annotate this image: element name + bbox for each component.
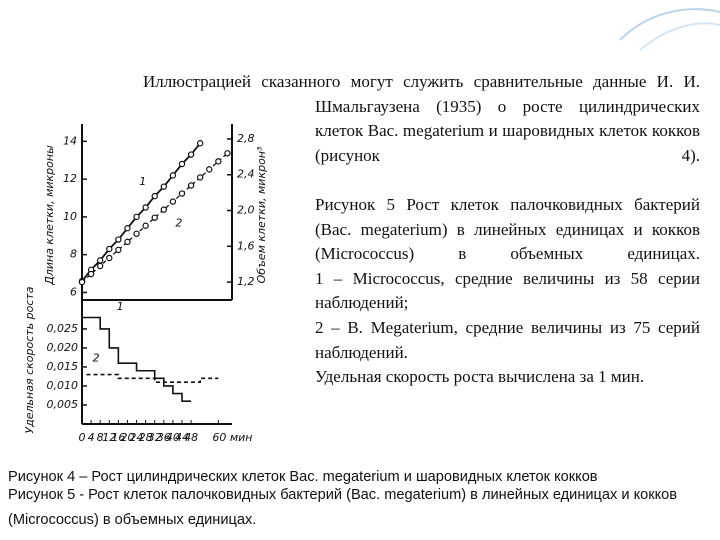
data-point	[142, 222, 149, 229]
y-tick-label: 2,4	[237, 168, 255, 181]
y2-axis-title: Объем клетки, микрон³	[255, 146, 268, 283]
data-point	[124, 238, 131, 246]
spacer	[315, 168, 700, 193]
y-tick-label: 1,6	[237, 239, 255, 252]
data-point	[115, 246, 122, 254]
data-point	[178, 160, 186, 168]
y-tick-label: 6	[70, 285, 77, 298]
data-point	[142, 204, 149, 211]
y-tick-label: 14	[63, 134, 77, 147]
x-tick-label: 24	[130, 431, 144, 444]
data-point	[169, 172, 177, 179]
y-tick-label: 0,015	[47, 360, 79, 373]
data-point	[87, 270, 95, 278]
x-tick-label: 48	[184, 431, 198, 444]
decor-line	[619, 8, 720, 41]
caption: Рисунок 4 – Рост цилиндрических клеток B…	[8, 469, 598, 485]
x-tick-label: 32	[148, 431, 162, 444]
data-point	[169, 198, 177, 205]
y-tick-label: 0,025	[47, 322, 79, 335]
data-point	[206, 166, 213, 173]
data-point	[160, 206, 168, 213]
curve-label: 2	[175, 217, 182, 230]
item: Рисунок 5 Рост клеток палочковидных бакт…	[315, 194, 700, 264]
data-point	[151, 214, 158, 221]
data-point	[160, 183, 168, 190]
text-column: Шмальгаузена (1935) о росте цилиндрическ…	[315, 95, 700, 390]
data-point	[133, 230, 140, 237]
decor-line	[639, 22, 720, 51]
intro-rest: Шмальгаузена (1935) о росте цилиндрическ…	[315, 96, 700, 165]
decor-swirl	[619, 8, 720, 51]
data-point	[106, 254, 113, 262]
x-tick-label: 60 мин	[212, 431, 252, 444]
data-point	[78, 278, 86, 286]
data-point	[106, 245, 113, 253]
data-point	[115, 236, 122, 243]
intro-first-line: Иллюстрацией сказанного могут служить ср…	[143, 72, 700, 91]
item: 1 – Micrococcus, средние величины из 58 …	[315, 268, 700, 313]
data-point	[178, 190, 186, 197]
y-axis-title: Удельная скорость роста	[23, 286, 36, 433]
y-tick-label: 0,020	[47, 341, 79, 354]
y-tick-label: 8	[70, 248, 77, 261]
y-tick-label: 0,010	[47, 379, 79, 392]
x-tick-label: 16	[111, 431, 125, 444]
data-point	[124, 225, 131, 232]
x-tick-label: 28	[139, 431, 153, 444]
x-tick-label: 8	[97, 431, 104, 444]
curve-label: 1	[117, 300, 124, 313]
x-tick-label: 0	[79, 431, 86, 444]
y-tick-label: 12	[63, 172, 77, 185]
data-point	[187, 182, 195, 189]
data-point	[196, 140, 204, 147]
data-point	[224, 150, 231, 157]
data-point	[196, 174, 204, 181]
y-tick-label: 2,0	[237, 204, 255, 217]
item: Удельная скорость роста вычислена за 1 м…	[315, 367, 645, 387]
data-point	[96, 257, 104, 264]
x-tick-label: 12	[102, 431, 116, 444]
curve	[81, 152, 228, 283]
step-curve	[86, 373, 219, 383]
x-tick-label: 44	[175, 431, 189, 444]
data-point	[187, 151, 195, 158]
x-tick-label: 40	[166, 431, 180, 444]
y-tick-label: 0,005	[47, 398, 79, 411]
step-curve	[82, 316, 192, 402]
y-axis-title: Длина клетки, микроны	[43, 145, 56, 286]
x-tick-label: 36	[157, 431, 171, 444]
curve-label: 2	[93, 352, 100, 365]
data-point	[151, 192, 158, 200]
data-point	[96, 262, 104, 270]
item: 2 – B. Megaterium, средние величины из 7…	[315, 317, 700, 362]
y-tick-label: 1,2	[237, 275, 255, 288]
caption: Рисунок 5 - Рост клеток палочковидных ба…	[8, 487, 678, 528]
data-point	[133, 213, 140, 221]
x-tick-label: 20	[120, 431, 134, 444]
data-point	[215, 158, 222, 165]
curve-label: 1	[139, 175, 146, 188]
y-tick-label: 2,8	[237, 132, 255, 145]
x-tick-label: 4	[88, 431, 95, 444]
y-tick-label: 10	[63, 210, 77, 223]
